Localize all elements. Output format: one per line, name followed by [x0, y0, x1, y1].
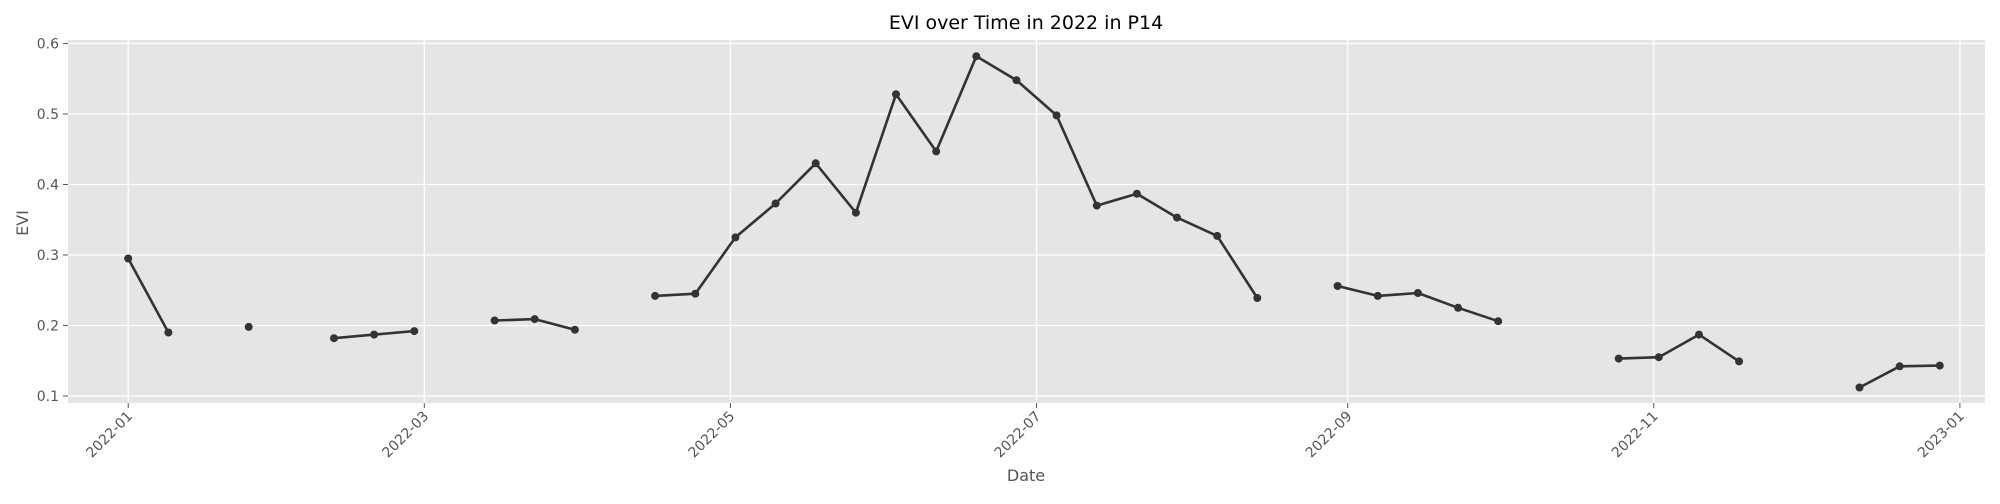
data-point [1855, 383, 1864, 392]
series-line-segment [127, 257, 170, 334]
data-point [892, 90, 900, 99]
series-points [124, 52, 1944, 392]
data-point [1735, 357, 1744, 366]
data-point [1173, 213, 1181, 222]
data-point [530, 315, 539, 324]
data-point [1213, 231, 1222, 240]
data-point [1052, 111, 1061, 120]
data-point [1654, 353, 1663, 362]
data-point [370, 330, 379, 339]
data-point [811, 159, 820, 168]
y-tick-label: 0.6 [37, 37, 59, 53]
data-point [124, 254, 133, 263]
data-point [1132, 189, 1141, 198]
x-tick-label: 2022-09 [1303, 409, 1356, 462]
plot-area [68, 40, 1985, 403]
data-point [490, 316, 499, 325]
x-tick-label: 2022-03 [379, 409, 432, 462]
y-tick-label: 0.5 [37, 107, 59, 123]
data-point [164, 328, 173, 337]
series-line-segment [655, 54, 1259, 299]
data-point [1012, 76, 1021, 85]
x-tick-label: 2022-07 [992, 409, 1045, 462]
x-axis-label: Date [1007, 466, 1045, 485]
x-tick-label: 2023-01 [1915, 409, 1968, 462]
y-tick-label: 0.4 [37, 177, 59, 193]
series-line-segment [1618, 333, 1740, 363]
data-point [731, 233, 740, 242]
data-point [1413, 289, 1422, 297]
data-point [330, 334, 338, 343]
x-tick-label: 2022-11 [1609, 409, 1662, 462]
data-point [1253, 294, 1262, 302]
data-point [410, 327, 419, 336]
x-tick-label: 2022-01 [83, 409, 136, 462]
data-point [1373, 291, 1382, 300]
data-point [771, 199, 780, 208]
data-point [851, 208, 860, 217]
data-point [651, 291, 660, 300]
y-tick-label: 0.3 [37, 248, 59, 264]
data-point [570, 325, 579, 334]
data-point [1895, 362, 1904, 371]
data-point [1935, 361, 1944, 370]
data-point [972, 52, 981, 61]
x-tick-label: 2022-05 [686, 409, 739, 462]
chart-title: EVI over Time in 2022 in P14 [889, 12, 1163, 34]
data-point [1333, 282, 1342, 290]
data-point [1454, 303, 1463, 312]
grid-lines [68, 40, 1985, 403]
data-point [244, 322, 253, 331]
y-axis-label: EVI [13, 210, 32, 236]
data-point [1614, 354, 1623, 363]
y-tick-label: 0.2 [37, 318, 59, 334]
data-point [932, 147, 941, 156]
data-point [1494, 317, 1503, 326]
data-point [1695, 330, 1703, 339]
data-point [691, 289, 700, 298]
y-tick-label: 0.1 [37, 389, 59, 405]
data-point [1092, 201, 1101, 210]
